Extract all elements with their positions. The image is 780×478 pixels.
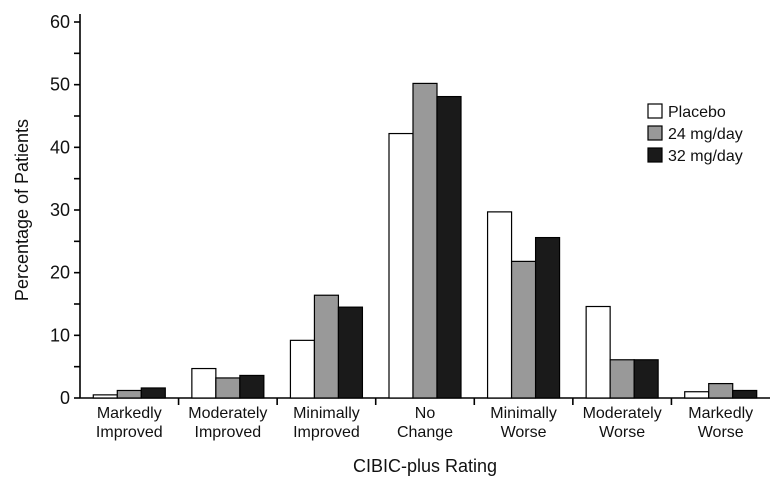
y-tick-label: 0 [60,388,70,408]
y-tick-label: 10 [50,325,70,345]
category-label: Minimally Worse [490,405,557,441]
category-label: Minimally Improved [293,405,360,441]
category-label: Moderately Improved [188,405,267,441]
y-tick-label: 40 [50,137,70,157]
legend-label: 24 mg/day [668,126,743,143]
bar [732,389,758,399]
y-axis-title: Percentage of Patients [12,119,32,301]
category-label: Markedly Worse [688,405,753,441]
legend-swatch [647,125,663,141]
category-label: Markedly Improved [96,405,163,441]
x-axis-title: CIBIC-plus Rating [353,456,497,476]
legend-label: 32 mg/day [668,148,743,165]
bar [585,305,611,399]
y-tick-label: 30 [50,200,70,220]
bar [116,389,142,399]
bar [289,339,316,399]
bar [140,387,166,399]
bar [510,260,537,399]
bar [337,306,364,399]
y-tick-label: 50 [50,75,70,95]
x-axis [80,397,770,405]
bar [191,367,217,399]
y-axis: 0 10 20 30 40 50 60 [50,12,81,408]
bar [239,374,265,399]
bar [486,211,513,399]
y-tick-label: 60 [50,12,70,32]
legend-label: Placebo [668,104,726,121]
bar [92,394,118,399]
category-labels: Markedly Improved Moderately Improved Minima… [96,405,753,441]
bar [684,391,710,399]
legend-swatch [647,147,663,163]
legend: Placebo 24 mg/day 32 mg/day [647,103,743,165]
y-tick-label: 20 [50,263,70,283]
bar [708,382,734,399]
bar [313,294,340,399]
bars [92,82,758,399]
bar [412,82,438,399]
bar [609,359,635,399]
category-label: No Change [397,405,453,441]
category-label: Moderately Worse [583,405,662,441]
bar [215,377,241,399]
bar [388,132,414,399]
legend-swatch [647,103,663,119]
bar [534,236,561,399]
bar [436,95,462,399]
bar [633,359,659,399]
